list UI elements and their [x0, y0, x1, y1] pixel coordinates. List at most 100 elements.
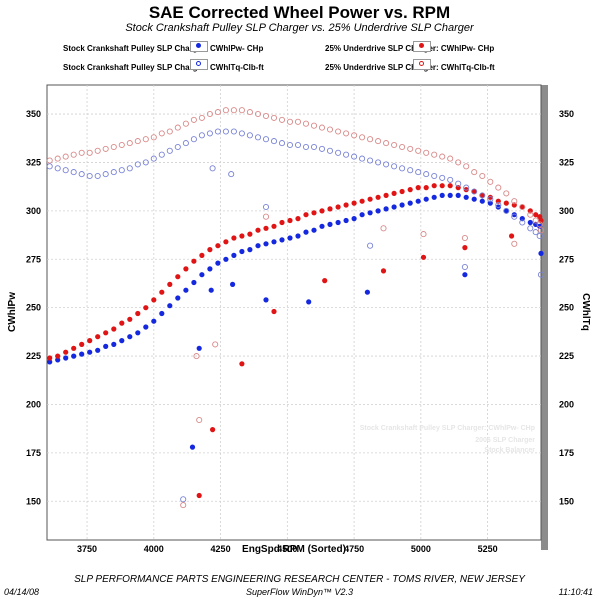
y-tick-label-right: 250 — [559, 303, 574, 313]
data-point — [431, 183, 437, 189]
data-point — [335, 128, 342, 135]
footer-date: 04/14/08 — [4, 587, 40, 597]
series-2 — [46, 128, 545, 503]
data-point — [79, 341, 85, 347]
data-point — [415, 147, 422, 154]
data-point — [118, 167, 125, 174]
data-point — [47, 355, 53, 361]
footer-time: 11:10:41 — [558, 587, 593, 597]
data-point — [102, 171, 109, 178]
data-point — [135, 310, 141, 317]
data-point — [271, 223, 277, 229]
y-tick-label-right: 225 — [559, 351, 574, 361]
data-point — [383, 206, 389, 212]
data-point — [461, 234, 468, 242]
data-point — [471, 188, 478, 195]
data-point — [367, 196, 373, 202]
y-axis-left-label: CWhlPw — [7, 292, 18, 332]
watermark-text: Stock Balancer — [484, 447, 535, 454]
data-point — [230, 107, 237, 114]
data-point — [303, 212, 309, 218]
data-point — [198, 132, 205, 139]
data-points — [46, 107, 545, 509]
data-point — [151, 318, 157, 324]
x-tick-label: 4500 — [277, 544, 297, 554]
data-point — [55, 357, 61, 363]
data-point — [255, 243, 261, 249]
legend-marker-stock-tq — [190, 59, 208, 70]
data-point — [294, 141, 302, 149]
data-point — [118, 141, 125, 149]
data-point — [212, 341, 219, 348]
x-tick-label: 5000 — [411, 544, 431, 554]
data-point — [415, 198, 421, 204]
data-point — [231, 252, 237, 258]
data-point — [239, 233, 245, 239]
data-point — [270, 114, 278, 121]
data-point — [415, 185, 421, 191]
data-point — [196, 416, 203, 424]
x-tick-label: 4250 — [211, 544, 231, 554]
data-point — [286, 118, 294, 125]
data-point — [150, 155, 157, 162]
data-point — [407, 200, 413, 206]
data-point — [462, 272, 468, 278]
data-point — [166, 147, 173, 154]
data-point — [199, 272, 205, 278]
data-point — [127, 334, 133, 340]
data-point — [420, 254, 427, 260]
data-point — [110, 169, 117, 176]
y-axis-right-label: CWhlTq — [580, 293, 591, 331]
data-point — [319, 223, 325, 229]
data-point — [439, 153, 446, 160]
data-point — [487, 194, 493, 200]
data-point — [180, 502, 187, 509]
data-point — [208, 287, 214, 293]
data-point — [351, 153, 358, 160]
legend-marker-stock-pw — [190, 41, 208, 52]
data-point — [423, 196, 429, 202]
legend-label-stock-pw: Stock Crankshaft Pulley SLP Charger: CWh… — [63, 44, 264, 53]
data-point — [380, 268, 387, 274]
data-point — [527, 225, 534, 232]
data-point — [487, 196, 494, 203]
data-point — [399, 202, 405, 208]
data-point — [326, 126, 334, 133]
data-point — [254, 110, 262, 118]
data-point — [223, 239, 229, 245]
data-point — [479, 192, 486, 199]
y-tick-label-left: 250 — [26, 303, 41, 313]
data-point — [463, 163, 470, 170]
x-tick-label: 4750 — [344, 544, 364, 554]
y-tick-label-left: 150 — [26, 496, 41, 506]
data-point — [423, 149, 430, 156]
watermark: Stock Crankshaft Pulley SLP Charger: CWh… — [360, 425, 536, 454]
x-tick-label: 4000 — [144, 544, 164, 554]
data-point — [47, 359, 53, 365]
data-point — [182, 120, 189, 127]
data-point — [302, 143, 310, 151]
data-point — [70, 169, 77, 176]
data-point — [537, 271, 545, 278]
y-tick-label-right: 175 — [559, 448, 574, 458]
data-point — [532, 229, 539, 236]
y-tick-label-left: 200 — [26, 399, 41, 409]
data-point — [174, 143, 181, 151]
data-point — [335, 219, 341, 226]
data-point — [303, 229, 309, 235]
data-point — [367, 157, 374, 164]
y-axis-right-ticks: 150 175 200 225 250 275 300 325 350 — [559, 109, 574, 506]
right-axis-bar — [541, 85, 548, 550]
data-point — [223, 256, 229, 262]
data-point — [495, 201, 502, 209]
data-point — [471, 196, 477, 202]
data-point — [431, 172, 438, 180]
data-point — [199, 252, 205, 258]
y-tick-label-left: 350 — [26, 109, 41, 119]
data-point — [461, 263, 468, 271]
data-point — [509, 233, 515, 239]
data-point — [70, 151, 77, 158]
data-point — [278, 140, 286, 147]
data-point — [343, 217, 349, 224]
data-point — [231, 235, 237, 241]
